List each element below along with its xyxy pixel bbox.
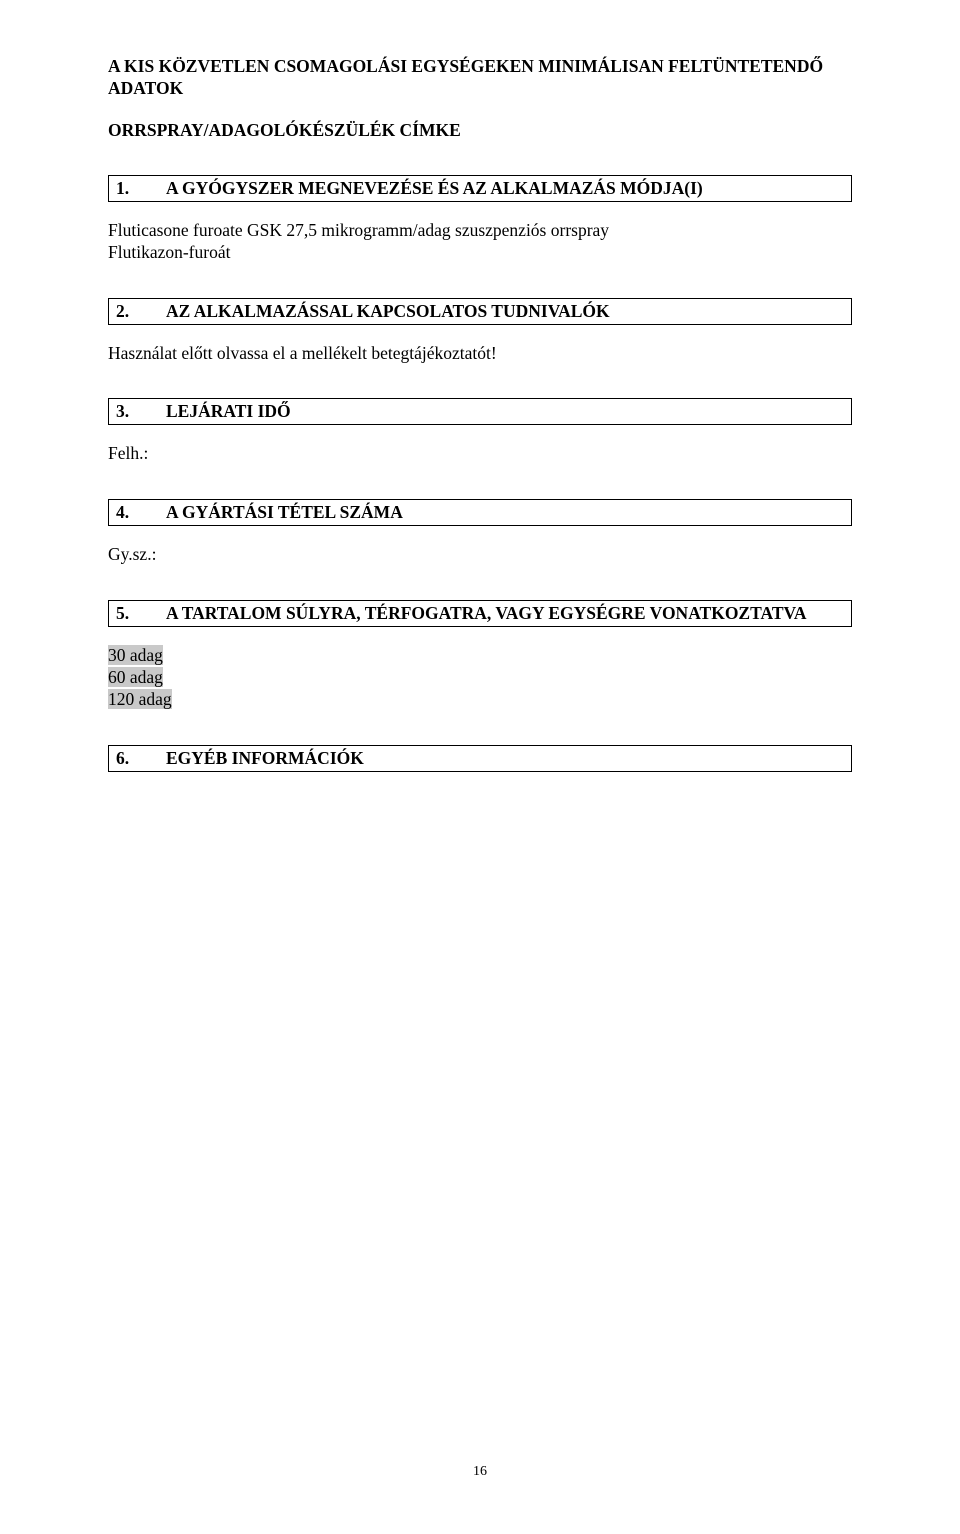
page-number: 16 xyxy=(0,1464,960,1480)
section-num-1: 1. xyxy=(116,178,166,199)
section-title-4: A GYÁRTÁSI TÉTEL SZÁMA xyxy=(166,502,403,523)
body-line-highlight: 120 adag xyxy=(108,689,852,711)
section-body-1: Fluticasone furoate GSK 27,5 mikrogramm/… xyxy=(108,220,852,264)
body-line: Flutikazon-furoát xyxy=(108,242,852,264)
header-line-2: ADATOK xyxy=(108,78,852,100)
section-box-4: 4. A GYÁRTÁSI TÉTEL SZÁMA xyxy=(108,499,852,526)
section-num-6: 6. xyxy=(116,748,166,769)
section-num-3: 3. xyxy=(116,401,166,422)
section-title-2: AZ ALKALMAZÁSSAL KAPCSOLATOS TUDNIVALÓK xyxy=(166,301,610,322)
body-line: Fluticasone furoate GSK 27,5 mikrogramm/… xyxy=(108,220,852,242)
section-body-5: 30 adag 60 adag 120 adag xyxy=(108,645,852,711)
section-title-5: A TARTALOM SÚLYRA, TÉRFOGATRA, VAGY EGYS… xyxy=(166,603,807,624)
section-body-4: Gy.sz.: xyxy=(108,544,852,566)
body-line: Gy.sz.: xyxy=(108,544,852,566)
section-title-6: EGYÉB INFORMÁCIÓK xyxy=(166,748,364,769)
header-line-1: A KIS KÖZVETLEN CSOMAGOLÁSI EGYSÉGEKEN M… xyxy=(108,56,852,78)
section-title-3: LEJÁRATI IDŐ xyxy=(166,401,291,422)
document-header: A KIS KÖZVETLEN CSOMAGOLÁSI EGYSÉGEKEN M… xyxy=(108,56,852,141)
section-num-2: 2. xyxy=(116,301,166,322)
section-num-5: 5. xyxy=(116,603,166,624)
section-box-6: 6. EGYÉB INFORMÁCIÓK xyxy=(108,745,852,772)
section-title-1: A GYÓGYSZER MEGNEVEZÉSE ÉS AZ ALKALMAZÁS… xyxy=(166,178,703,199)
section-num-4: 4. xyxy=(116,502,166,523)
body-line: Használat előtt olvassa el a mellékelt b… xyxy=(108,343,852,365)
body-line-highlight: 30 adag xyxy=(108,645,852,667)
section-box-5: 5. A TARTALOM SÚLYRA, TÉRFOGATRA, VAGY E… xyxy=(108,600,852,627)
section-box-2: 2. AZ ALKALMAZÁSSAL KAPCSOLATOS TUDNIVAL… xyxy=(108,298,852,325)
section-body-2: Használat előtt olvassa el a mellékelt b… xyxy=(108,343,852,365)
section-box-3: 3. LEJÁRATI IDŐ xyxy=(108,398,852,425)
section-body-3: Felh.: xyxy=(108,443,852,465)
body-line-highlight: 60 adag xyxy=(108,667,852,689)
section-box-1: 1. A GYÓGYSZER MEGNEVEZÉSE ÉS AZ ALKALMA… xyxy=(108,175,852,202)
header-sub: ORRSPRAY/ADAGOLÓKÉSZÜLÉK CÍMKE xyxy=(108,120,852,141)
body-line: Felh.: xyxy=(108,443,852,465)
